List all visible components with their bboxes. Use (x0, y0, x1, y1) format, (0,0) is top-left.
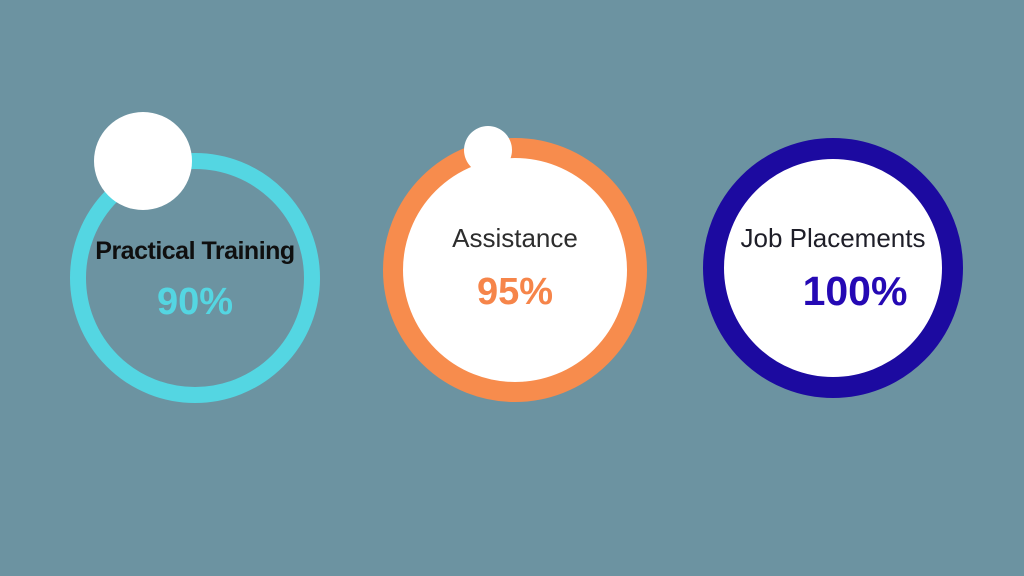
practical-training-label: Practical Training (95, 237, 295, 265)
practical-training-text-group: Practical Training 90% (70, 237, 320, 322)
assistance-label: Assistance (452, 223, 578, 253)
progress-start-marker-icon (464, 126, 512, 174)
practical-training-value: 90% (156, 281, 234, 323)
assistance-value: 95% (476, 271, 554, 313)
progress-start-marker-icon (94, 112, 192, 210)
job-placements-label: Job Placements (740, 223, 926, 253)
job-placements-value: 100% (802, 268, 908, 314)
job-placements-text-group: Job Placements 100% (703, 224, 963, 312)
assistance-text-group: Assistance 95% (383, 224, 647, 312)
